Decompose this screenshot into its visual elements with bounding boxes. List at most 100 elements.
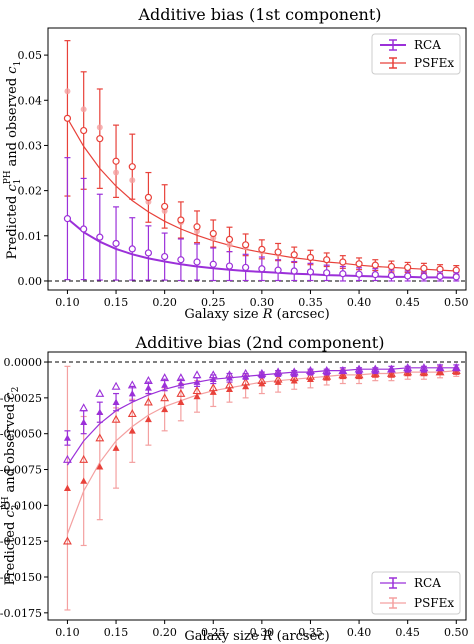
predicted-point-rca bbox=[436, 272, 444, 281]
predicted-point-rca bbox=[177, 380, 185, 387]
x-tick-label: 0.15 bbox=[104, 626, 129, 639]
y-tick-label: 0.05 bbox=[18, 49, 43, 62]
observed-point-rca bbox=[95, 388, 105, 397]
predicted-point-psfex bbox=[404, 369, 412, 377]
x-tick-label: 0.10 bbox=[55, 296, 80, 309]
predicted-point-psfex bbox=[387, 262, 396, 271]
predicted-point-rca bbox=[242, 372, 250, 380]
x-tick-label: 0.45 bbox=[395, 626, 420, 639]
chart-panel-1: Additive bias (1st component) 0.10 0.15 0.… bbox=[3, 5, 469, 322]
predicted-point-rca bbox=[80, 225, 88, 233]
x-tick-label: 0.25 bbox=[201, 626, 226, 639]
observed-point-psfex bbox=[79, 454, 89, 463]
predicted-point-psfex bbox=[177, 216, 185, 224]
fit-curve-psfex bbox=[66, 370, 457, 535]
predicted-point-rca bbox=[323, 269, 331, 277]
predicted-point-psfex bbox=[290, 251, 298, 259]
predicted-point-rca bbox=[355, 367, 363, 374]
observed-point-psfex bbox=[96, 124, 103, 131]
x-tick-label: 0.20 bbox=[152, 626, 177, 639]
predicted-point-psfex bbox=[225, 385, 233, 393]
predicted-point-psfex bbox=[323, 374, 331, 381]
predicted-point-rca bbox=[306, 368, 314, 375]
predicted-point-psfex bbox=[371, 371, 379, 378]
predicted-point-psfex bbox=[128, 163, 136, 171]
predicted-point-psfex bbox=[112, 444, 120, 451]
observed-point-rca bbox=[79, 403, 89, 412]
predicted-point-rca bbox=[436, 364, 444, 371]
predicted-point-psfex bbox=[193, 223, 201, 231]
y-tick-label: -0.0100 bbox=[0, 499, 42, 512]
predicted-point-psfex bbox=[144, 415, 152, 423]
y-tick-label: -0.0125 bbox=[0, 535, 42, 548]
predicted-point-rca bbox=[128, 390, 136, 397]
predicted-point-psfex bbox=[225, 235, 234, 244]
chart-2-marks bbox=[48, 361, 466, 611]
predicted-point-psfex bbox=[387, 371, 395, 378]
chart-2-ticks: 0.10 0.15 0.20 0.25 0.30 0.35 0.40 0.45 0.50 0.00… bbox=[0, 356, 469, 639]
predicted-point-rca bbox=[161, 381, 169, 388]
predicted-point-rca bbox=[355, 270, 363, 278]
observed-point-psfex bbox=[113, 169, 120, 176]
predicted-point-rca bbox=[225, 262, 234, 270]
predicted-point-psfex bbox=[452, 266, 460, 274]
predicted-point-psfex bbox=[258, 245, 266, 253]
x-tick-label: 0.45 bbox=[395, 296, 420, 309]
chart-1-marks bbox=[48, 40, 466, 282]
predicted-point-rca bbox=[258, 265, 266, 273]
y-tick-label: -0.0025 bbox=[0, 392, 42, 405]
predicted-point-psfex bbox=[161, 202, 169, 211]
chart-1-legend: RCA PSFEx bbox=[371, 33, 461, 75]
x-tick-label: 0.30 bbox=[250, 626, 275, 639]
predicted-point-psfex bbox=[209, 388, 217, 395]
predicted-point-psfex bbox=[306, 253, 315, 262]
observed-point-psfex bbox=[63, 536, 72, 545]
predicted-point-psfex bbox=[355, 260, 363, 268]
predicted-point-rca bbox=[404, 272, 412, 280]
observed-point-rca bbox=[127, 380, 137, 389]
predicted-point-rca bbox=[96, 233, 104, 241]
predicted-point-rca bbox=[177, 256, 185, 264]
x-tick-label: 0.50 bbox=[444, 296, 469, 309]
observed-point-psfex bbox=[95, 433, 105, 442]
predicted-point-psfex bbox=[306, 375, 314, 383]
predicted-point-psfex bbox=[420, 264, 428, 272]
chart-2-legend: RCA PSFEx bbox=[371, 571, 461, 615]
predicted-point-rca bbox=[387, 271, 396, 280]
x-tick-label: 0.20 bbox=[152, 296, 177, 309]
predicted-point-rca bbox=[274, 369, 282, 377]
x-tick-label: 0.50 bbox=[444, 626, 469, 639]
predicted-point-rca bbox=[193, 258, 201, 266]
predicted-point-rca bbox=[144, 384, 152, 391]
x-tick-label: 0.15 bbox=[104, 296, 129, 309]
predicted-point-psfex bbox=[63, 114, 72, 122]
chart-1-title: Additive bias (1st component) bbox=[137, 5, 381, 24]
predicted-point-rca bbox=[193, 378, 201, 385]
x-tick-label: 0.40 bbox=[347, 296, 372, 309]
observed-point-psfex bbox=[143, 397, 153, 406]
predicted-point-rca bbox=[290, 369, 298, 377]
predicted-point-rca bbox=[209, 375, 217, 383]
y-tick-label: 0.01 bbox=[18, 230, 43, 243]
predicted-point-rca bbox=[161, 252, 169, 261]
predicted-point-psfex bbox=[144, 193, 153, 201]
predicted-point-psfex bbox=[274, 248, 282, 256]
predicted-point-psfex bbox=[96, 463, 104, 470]
chart-1-ylabel: Predicted cPH1 and observed c1 bbox=[3, 61, 23, 260]
legend2-psfex-label: PSFEx bbox=[414, 596, 454, 610]
predicted-point-psfex bbox=[290, 377, 298, 384]
predicted-point-rca bbox=[323, 368, 331, 375]
observed-point-rca bbox=[143, 376, 153, 385]
predicted-point-psfex bbox=[371, 261, 379, 269]
legend-rca-label: RCA bbox=[414, 38, 441, 52]
y-tick-label: 0.0000 bbox=[4, 356, 43, 369]
observed-point-psfex bbox=[111, 414, 121, 423]
observed-point-rca bbox=[160, 373, 170, 382]
chart-2-title: Additive bias (2nd component) bbox=[135, 333, 385, 352]
observed-point-psfex bbox=[160, 393, 170, 402]
predicted-point-rca bbox=[225, 374, 233, 381]
observed-point-psfex bbox=[129, 177, 136, 184]
x-tick-label: 0.35 bbox=[298, 626, 323, 639]
predicted-point-rca bbox=[128, 245, 136, 253]
